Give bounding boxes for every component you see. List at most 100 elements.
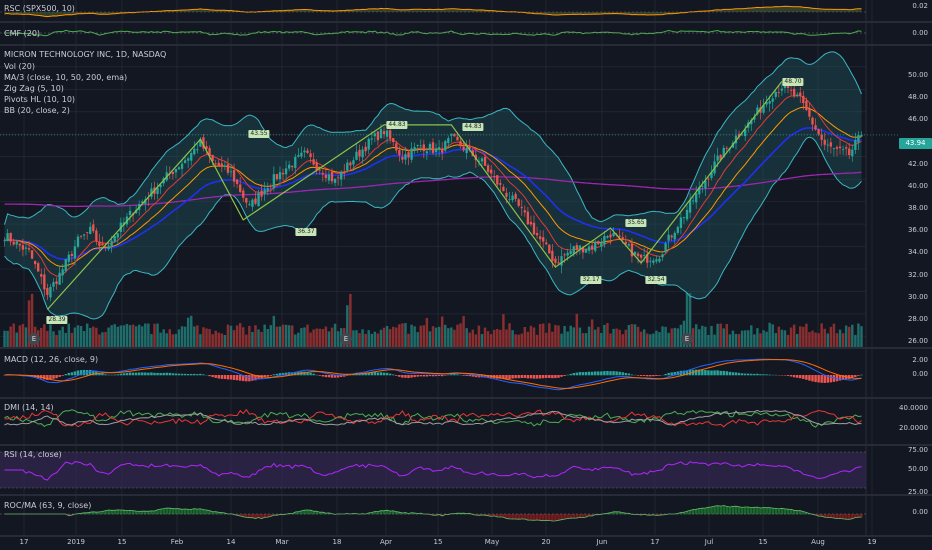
roc-bar [107,510,110,515]
dmi-label[interactable]: DMI (14, 14) [4,403,54,412]
roc-bar [119,509,123,515]
volume-bar [832,323,836,347]
roc-bar [581,514,585,518]
candle [318,169,321,171]
candle [606,236,609,238]
roc-bar [241,514,245,518]
volume-bar [330,327,334,347]
volume-bar [238,323,242,347]
roc-bar [844,514,848,520]
macd-label[interactable]: MACD (12, 26, close, 9) [4,355,99,364]
candle [235,179,239,184]
volume-bar [713,334,716,347]
indicator-zigzag[interactable]: Zig Zag (5, 10) [4,84,64,93]
macd-histogram-bar [306,372,309,376]
macd-histogram-bar [43,375,46,380]
macd-histogram-bar [76,370,80,376]
roc-bar [168,508,172,515]
macd-histogram-bar [437,375,441,376]
earnings-marker[interactable]: E [681,333,693,345]
earnings-marker[interactable]: E [340,333,352,345]
volume-bar [857,323,860,347]
macd-histogram-bar [272,374,276,376]
roc-bar [532,514,536,521]
cmf-label[interactable]: CMF (20) [4,29,41,38]
rsc-tick: 0.02 [912,2,928,10]
candle [211,154,214,161]
indicator-vol[interactable]: Vol (20) [4,62,35,71]
roc-bar [523,514,527,520]
roc-label[interactable]: ROC/MA (63, 9, close) [4,501,92,510]
macd-histogram-bar [156,372,159,376]
volume-bar [254,325,257,347]
candle [808,108,811,117]
volume-bar [520,333,523,347]
volume-bar [783,330,787,347]
macd-histogram-bar [352,374,355,376]
roc-bar [805,512,808,515]
macd-histogram-bar [370,372,374,376]
candle [79,235,83,237]
rsi-label[interactable]: RSI (14, close) [4,450,62,459]
volume-bar [465,328,468,347]
macd-histogram-bar [174,373,178,376]
main-title[interactable]: MICRON TECHNOLOGY INC, 1D, NASDAQ [4,50,167,59]
volume-bar [159,332,162,347]
roc-bar [618,511,622,515]
candle [802,95,805,104]
roc-bar [768,507,771,515]
candle [254,198,257,204]
candle [771,98,774,102]
volume-bar [719,323,722,347]
candle [43,274,46,290]
volume-bar [444,324,447,347]
volume-bar [728,334,732,347]
dmi-tick: 20.0000 [899,424,928,432]
volume-bar [122,325,126,347]
candle [24,247,28,249]
price-tick: 50.00 [907,71,928,79]
roc-bar [511,514,514,520]
volume-bar [251,332,254,347]
volume-bar [514,334,517,347]
dmi-minus-line [4,408,862,428]
candle [419,145,422,147]
candle [196,149,199,151]
macd-histogram-bar [202,374,205,376]
macd-histogram-bar [245,375,248,382]
macd-histogram-bar [312,373,315,376]
macd-histogram-bar [382,372,386,376]
macd-histogram-bar [795,375,799,378]
candle [309,153,312,158]
candle [444,141,447,151]
volume-bar [150,334,153,347]
volume-bar [762,330,765,347]
roc-bar [293,512,297,515]
candle [838,146,842,149]
candle [523,210,526,213]
volume-bar [336,331,340,347]
roc-bar [462,513,465,515]
macd-histogram-bar [630,374,634,376]
indicator-pivots[interactable]: Pivots HL (10, 10) [4,95,76,104]
earnings-marker[interactable]: E [28,333,40,345]
macd-histogram-bar [713,370,716,376]
roc-bar [587,514,591,517]
macd-histogram-bar [529,375,533,379]
indicator-ma[interactable]: MA/3 (close, 10, 50, 200, ema) [4,73,128,82]
candle [340,172,343,180]
macd-histogram-bar [165,372,168,376]
candle [104,246,107,248]
indicator-bb[interactable]: BB (20, close, 2) [4,106,70,115]
roc-bar [529,514,533,521]
roc-bar [648,514,652,516]
macd-histogram-bar [391,374,395,376]
volume-bar [18,325,22,347]
macd-histogram-bar [612,371,615,376]
volume-bar [789,327,793,347]
rsc-label[interactable]: RSC (SPX500, 10) [4,4,75,13]
candle [676,227,680,233]
volume-bar [46,330,49,347]
roc-bar [266,514,270,518]
